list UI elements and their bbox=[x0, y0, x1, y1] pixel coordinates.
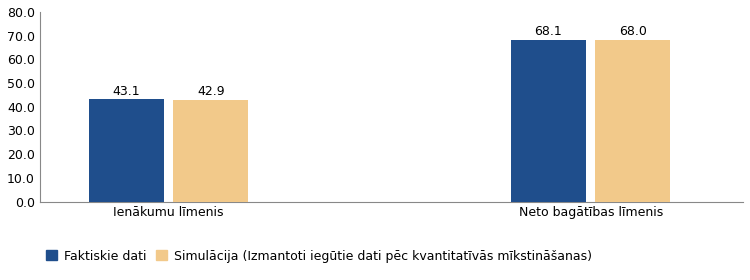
Legend: Faktiskie dati, Simulācija (Izmantoti iegūtie dati pēc kvantitatīvās mīkstināšan: Faktiskie dati, Simulācija (Izmantoti ie… bbox=[46, 249, 592, 263]
Text: 68.1: 68.1 bbox=[535, 25, 562, 38]
Bar bbox=[596, 40, 670, 202]
Bar bbox=[511, 40, 586, 202]
Bar bbox=[89, 99, 164, 202]
Text: 68.0: 68.0 bbox=[619, 25, 646, 38]
Text: 43.1: 43.1 bbox=[112, 85, 140, 97]
Bar bbox=[173, 100, 248, 202]
Text: 42.9: 42.9 bbox=[197, 85, 225, 98]
